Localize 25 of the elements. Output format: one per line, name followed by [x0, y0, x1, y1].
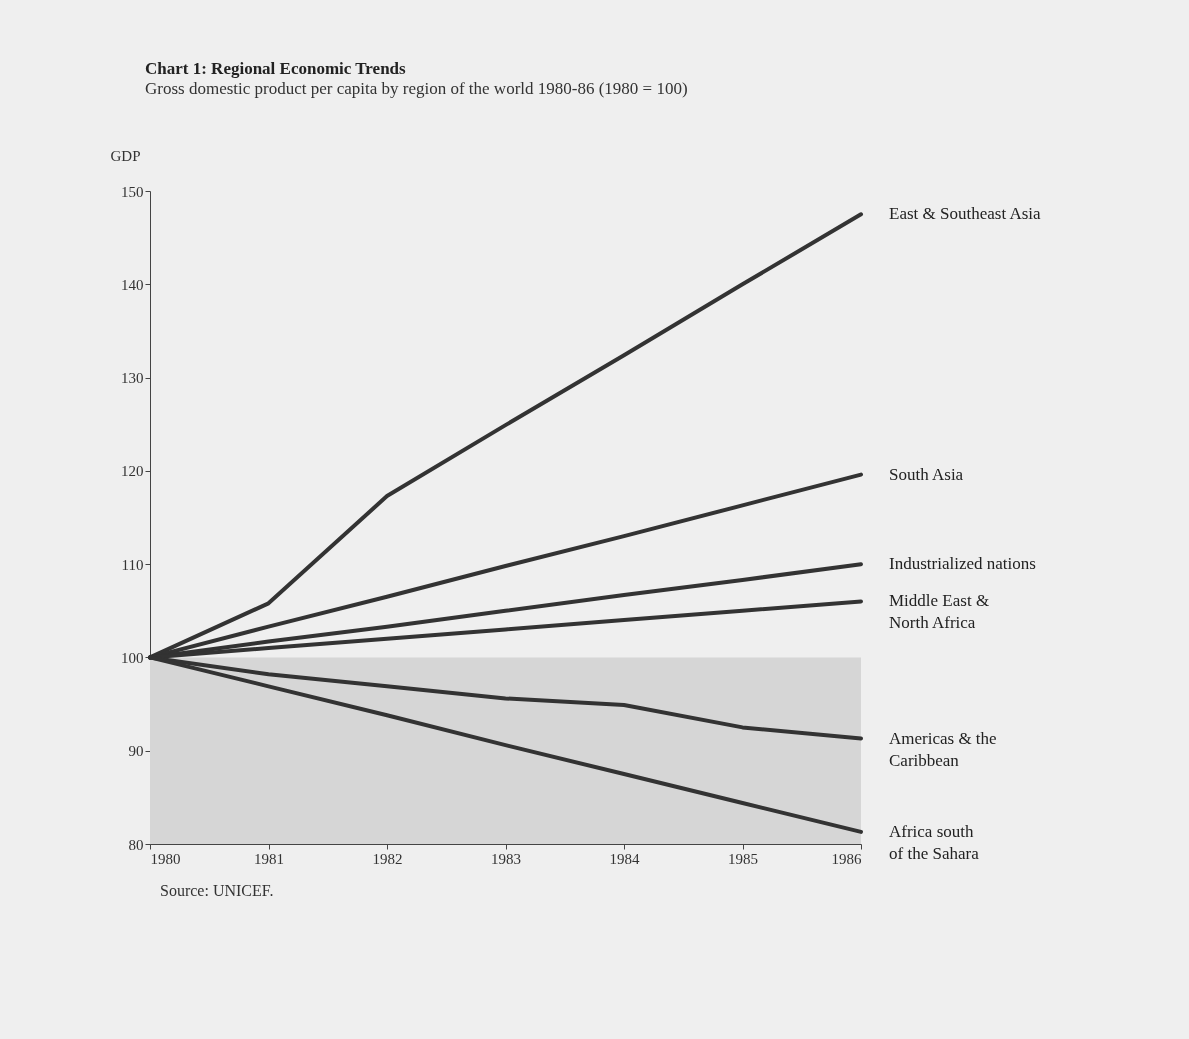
series-label: South Asia — [889, 464, 964, 484]
x-tick-label: 1982 — [372, 850, 403, 867]
y-axis-title: GDP — [110, 147, 141, 164]
y-tick-label: 120 — [121, 463, 144, 480]
x-tick-label: 1985 — [728, 850, 758, 867]
y-tick-label: 90 — [128, 743, 144, 760]
series-label: East & Southeast Asia — [889, 204, 1042, 224]
chart-title: Chart 1: Regional Economic Trends — [145, 59, 407, 78]
x-tick-label: 1981 — [254, 850, 284, 867]
y-tick-label: 140 — [121, 276, 144, 293]
series-label: Industrialized nations — [889, 554, 1036, 574]
series-label: Americas & the Caribbean — [889, 728, 997, 770]
y-tick-label: 110 — [121, 556, 144, 573]
x-tick-label: 1980 — [150, 850, 181, 867]
x-tick-label: 1986 — [831, 850, 862, 867]
y-tick-label: 80 — [128, 836, 144, 853]
chart-subtitle: Gross domestic product per capita by region of the world 1980-86 (1980 = 100) — [145, 79, 688, 98]
series-label: Africa south of the Sahara — [889, 821, 980, 863]
x-tick-label: 1984 — [609, 850, 640, 867]
y-tick-label: 150 — [121, 183, 144, 200]
x-tick-label: 1983 — [491, 850, 521, 867]
y-tick-label: 130 — [121, 370, 144, 387]
y-tick-label: 100 — [121, 649, 144, 666]
series-label: Middle East & North Africa — [889, 591, 990, 633]
source-note: Source: UNICEF. — [160, 882, 275, 900]
